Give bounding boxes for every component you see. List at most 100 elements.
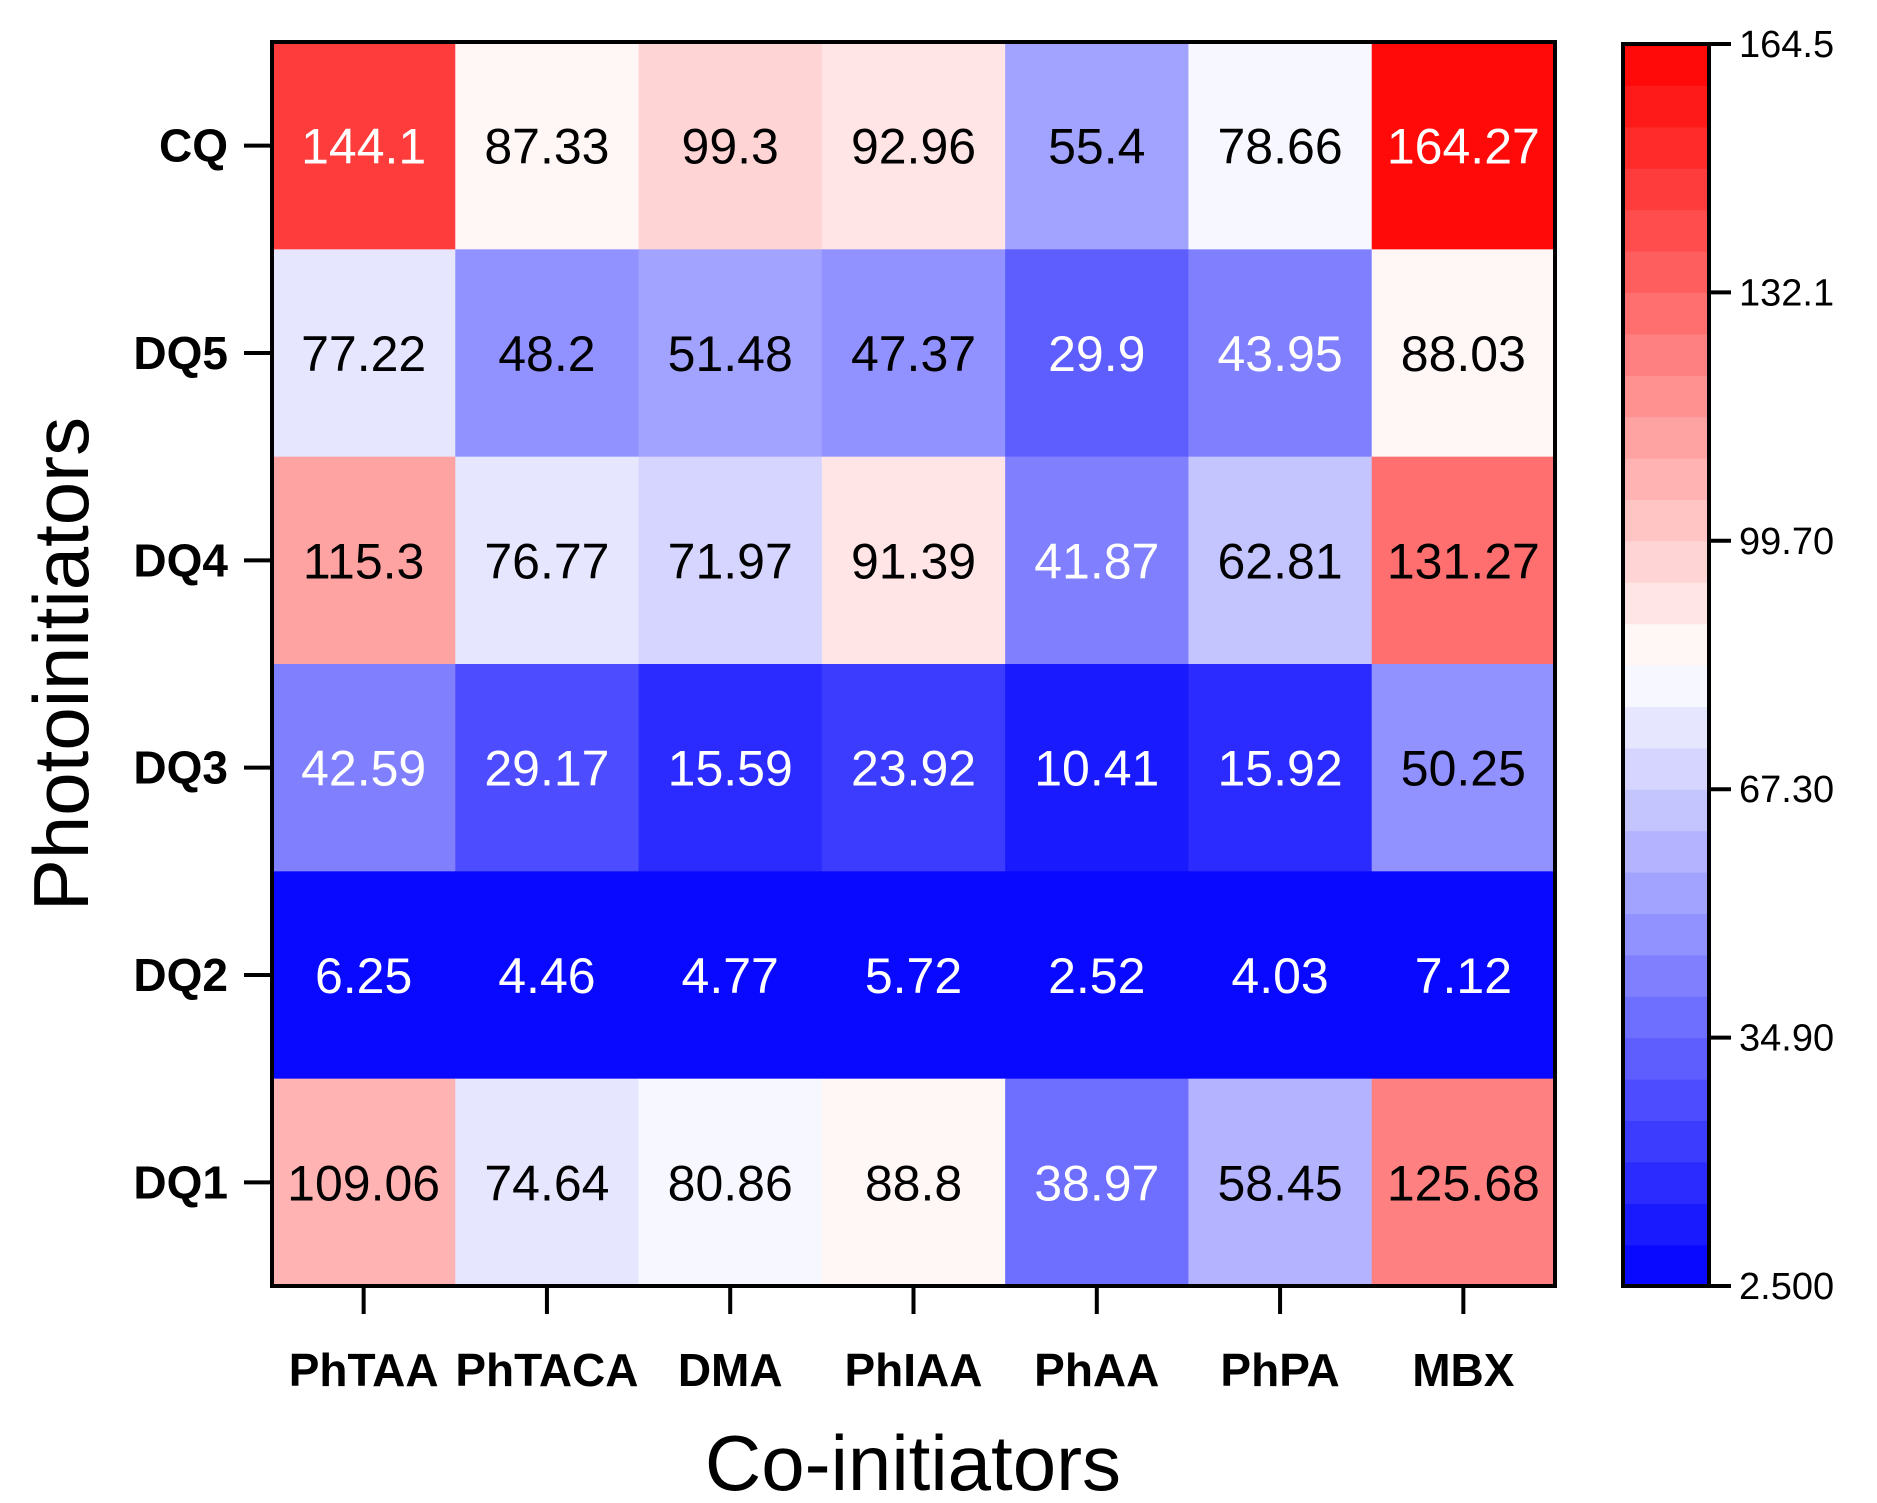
heatmap-cell-dq2-phiaa [821,871,1006,1080]
heatmap-cell-dq1-phaa [1005,1078,1190,1287]
colorbar-level-band [1623,85,1709,128]
heatmap-cell-labels: 144.1 87.33 99.3 92.96 55.4 78.66 164.27 77.22 4… [287,119,1540,1212]
heatmap-cell-dq1-phtaca [455,1078,640,1287]
colorbar-level-band [1623,540,1709,583]
heatmap-cell-dq1-mbx [1371,1078,1556,1287]
heatmap-cell-dq3-phtaca [455,664,640,872]
colorbar-tick-label: 132.1 [1739,272,1834,314]
cell-value-label: 58.45 [1218,1155,1343,1211]
colorbar [1623,44,1709,1287]
heatmap-cell-cq-phiaa [821,42,1006,250]
cell-value-label: 42.59 [301,741,426,797]
cell-value-label: 77.22 [301,326,426,382]
heatmap-cell-dq4-phiaa [821,456,1006,665]
heatmap-cell-dq5-phtaa [272,249,456,458]
colorbar-level-band [1623,499,1709,542]
colorbar-level-band [1623,747,1709,790]
heatmap-cell-cq-mbx [1371,42,1556,250]
colorbar-level-band [1623,1203,1709,1246]
heatmap-cell-dq3-phaa [1005,664,1190,872]
colorbar-level-band [1623,789,1709,832]
cell-value-label: 125.68 [1387,1155,1540,1211]
x-tick-label: PhPA [1220,1344,1339,1396]
x-tick-label: DMA [678,1344,783,1396]
cell-value-label: 51.48 [668,326,793,382]
cell-value-label: 87.33 [484,119,609,175]
heatmap-cell-dq2-phtaa [272,871,456,1080]
colorbar-level-band [1623,251,1709,293]
colorbar-level-band [1623,1079,1709,1121]
colorbar-level-band [1623,706,1709,749]
y-tick-label: DQ1 [133,1156,228,1208]
heatmap-cell-dq1-phiaa [821,1078,1006,1287]
heatmap-cells [272,42,1556,1287]
cell-value-label: 74.64 [484,1155,609,1211]
colorbar-level-band [1623,1161,1709,1204]
heatmap-cell-cq-phtaca [455,42,640,250]
heatmap-cell-dq4-phpa [1188,456,1373,665]
y-axis-title: Photoinitiators [17,417,105,911]
cell-value-label: 23.92 [851,741,976,797]
colorbar-level-band [1623,1244,1709,1287]
y-tick-label: CQ [159,120,228,172]
x-tick-label: PhAA [1034,1344,1159,1396]
cell-value-label: 144.1 [301,119,426,175]
heatmap-cell-dq1-phpa [1188,1078,1373,1287]
cell-value-label: 55.4 [1048,119,1145,175]
heatmap-cell-dq3-mbx [1371,664,1556,872]
cell-value-label: 80.86 [668,1155,793,1211]
colorbar-level-band [1623,416,1709,459]
colorbar-level-band [1623,292,1709,335]
colorbar-tick-label: 34.90 [1739,1018,1834,1060]
colorbar-level-band [1623,209,1709,252]
heatmap-cell-dq4-phaa [1005,456,1190,665]
x-tick-label: PhTAA [289,1344,439,1396]
colorbar-level-band [1623,375,1709,418]
cell-value-label: 2.52 [1048,948,1145,1004]
cell-value-label: 92.96 [851,119,976,175]
heatmap-cell-dq3-phtaa [272,664,456,872]
cell-value-label: 71.97 [668,533,793,589]
colorbar-tick-label: 67.30 [1739,769,1834,811]
cell-value-label: 164.27 [1387,119,1540,175]
cell-value-label: 38.97 [1034,1155,1159,1211]
colorbar-level-band [1623,665,1709,707]
cell-value-label: 50.25 [1401,741,1526,797]
cell-value-label: 99.3 [682,119,779,175]
heatmap-cell-dq2-dma [638,871,823,1080]
cell-value-label: 5.72 [865,948,962,1004]
x-tick-label: PhIAA [845,1344,983,1396]
cell-value-label: 88.8 [865,1155,962,1211]
colorbar-level-band [1623,168,1709,211]
heatmap-cell-dq1-dma [638,1078,823,1287]
heatmap-cell-dq1-phtaa [272,1078,456,1287]
heatmap-cell-dq3-phiaa [821,664,1006,872]
x-axis-ticks: PhTAA PhTACA DMA PhIAA PhAA PhPA MBX [289,1286,1515,1396]
colorbar-ticks: 2.500 34.90 67.30 99.70 132.1 164.5 [1709,24,1834,1308]
heatmap-cell-dq4-phtaca [455,456,640,665]
y-tick-label: DQ5 [133,327,228,379]
cell-value-label: 47.37 [851,326,976,382]
cell-value-label: 131.27 [1387,533,1540,589]
x-tick-label: MBX [1412,1344,1515,1396]
heatmap-cell-dq4-mbx [1371,456,1556,665]
heatmap-cell-dq5-phaa [1005,249,1190,458]
heatmap-cell-cq-dma [638,42,823,250]
heatmap-cell-cq-phpa [1188,42,1373,250]
heatmap-cell-dq2-phaa [1005,871,1190,1080]
colorbar-level-band [1623,582,1709,625]
cell-value-label: 109.06 [287,1155,440,1211]
cell-value-label: 76.77 [484,533,609,589]
cell-value-label: 4.46 [498,948,595,1004]
heatmap-cell-dq2-phtaca [455,871,640,1080]
cell-value-label: 10.41 [1034,741,1159,797]
cell-value-label: 4.77 [682,948,779,1004]
y-tick-label: DQ3 [133,742,228,794]
cell-value-label: 29.17 [484,741,609,797]
heatmap-cell-dq5-dma [638,249,823,458]
cell-value-label: 7.12 [1415,948,1512,1004]
colorbar-level-band [1623,458,1709,500]
cell-value-label: 4.03 [1231,948,1328,1004]
colorbar-tick-label: 2.500 [1739,1266,1834,1308]
